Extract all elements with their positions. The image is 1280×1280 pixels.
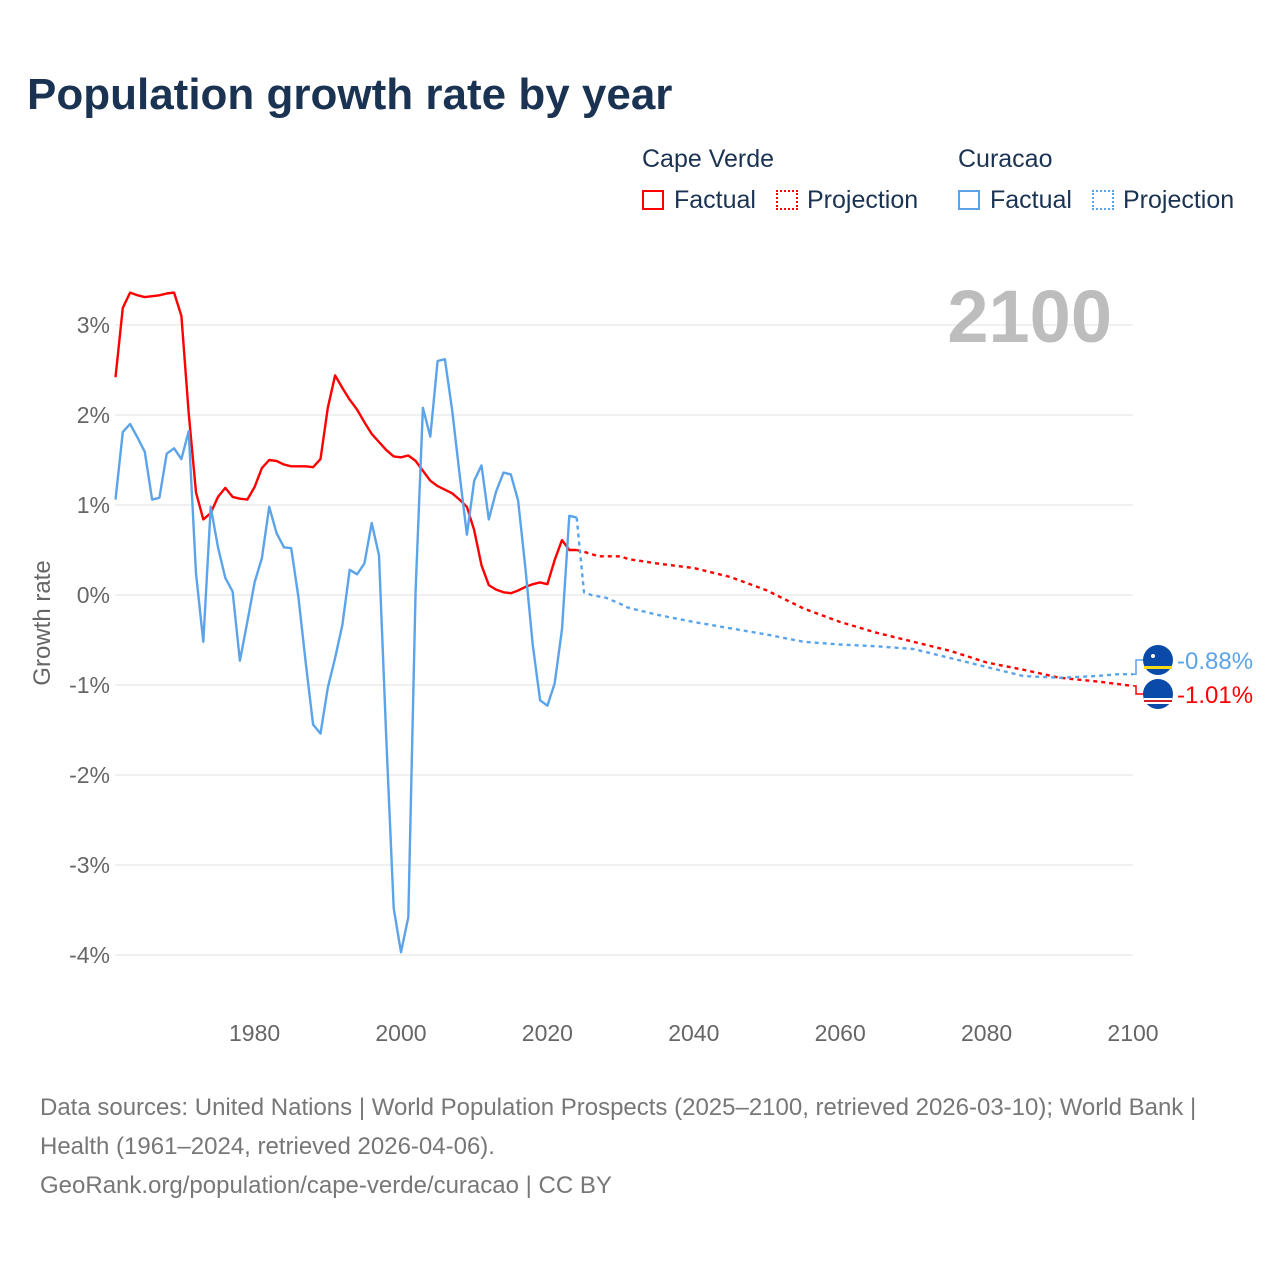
year-watermark: 2100 <box>947 275 1112 358</box>
x-tick-label: 2020 <box>522 1020 573 1046</box>
series-line-cape-verde-projection[interactable] <box>576 548 1134 688</box>
y-axis-label: Growth rate <box>29 560 56 685</box>
x-tick-label: 1980 <box>229 1020 280 1046</box>
flag-icon-curacao <box>1143 645 1173 675</box>
legend-swatch-cape-verde-factual <box>642 190 664 210</box>
y-tick-label: -3% <box>69 852 110 878</box>
y-tick-label: 1% <box>77 492 110 518</box>
x-tick-label: 2080 <box>961 1020 1012 1046</box>
legend-group-curacao: Curacao <box>958 145 1053 173</box>
legend-curacao-factual[interactable]: Factual <box>990 186 1072 214</box>
series-line-cape-verde-factual[interactable] <box>114 291 577 595</box>
legend-swatch-curacao-factual <box>958 190 980 210</box>
y-tick-label: -1% <box>69 672 110 698</box>
y-tick-label: -2% <box>69 762 110 788</box>
legend-cape-verde-factual[interactable]: Factual <box>674 186 756 214</box>
data-sources: Data sources: United Nations | World Pop… <box>40 1094 1197 1160</box>
y-tick-label: -4% <box>69 942 110 968</box>
x-tick-label: 2040 <box>668 1020 719 1046</box>
source-link[interactable]: GeoRank.org/population/cape-verde/curaca… <box>40 1172 612 1199</box>
end-value-label: -1.01% <box>1177 682 1253 709</box>
y-tick-label: 3% <box>77 312 110 338</box>
legend-cape-verde-projection[interactable]: Projection <box>807 186 919 214</box>
x-tick-label: 2100 <box>1107 1020 1158 1046</box>
footer: Data sources: United Nations | World Pop… <box>40 1088 1240 1205</box>
y-tick-label: 2% <box>77 402 110 428</box>
legend-group-cape-verde: Cape Verde <box>642 145 775 173</box>
series-line-curacao-projection[interactable] <box>575 517 1133 679</box>
flag-icon-cape-verde <box>1143 679 1173 709</box>
series-line-curacao-factual[interactable] <box>114 358 577 954</box>
y-tick-label: 0% <box>77 582 110 608</box>
legend-curacao-projection[interactable]: Projection <box>1123 186 1235 214</box>
x-tick-label: 2060 <box>815 1020 866 1046</box>
end-value-label: -0.88% <box>1177 648 1253 675</box>
end-connector <box>1133 659 1143 675</box>
chart-title: Population growth rate by year <box>27 70 673 119</box>
end-connector <box>1133 685 1143 695</box>
legend-swatch-curacao-projection <box>1092 190 1114 210</box>
legend-swatch-cape-verde-projection <box>776 190 798 210</box>
x-tick-label: 2000 <box>375 1020 426 1046</box>
